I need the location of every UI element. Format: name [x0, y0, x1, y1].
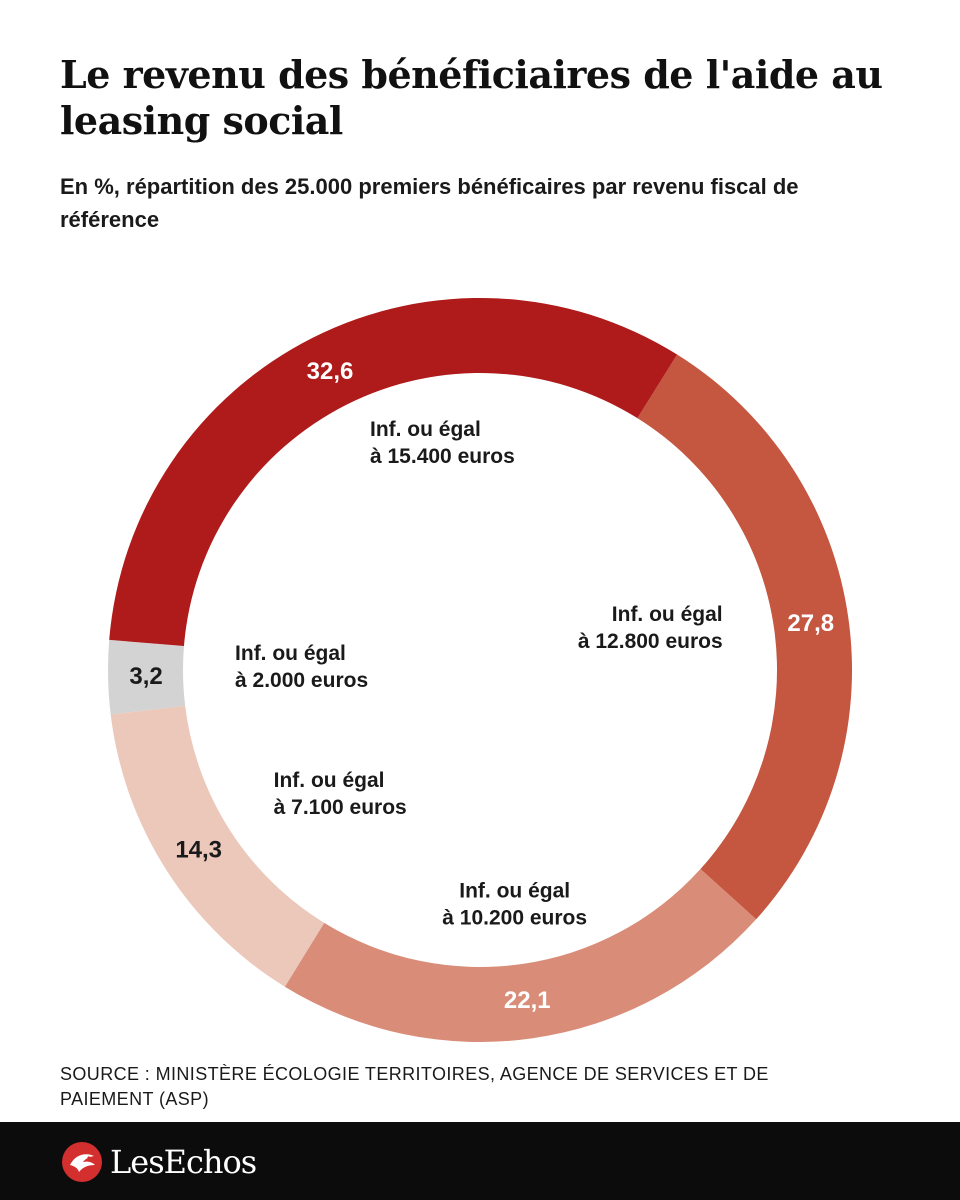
slice-category-label-2: Inf. ou égal à 7.100 euros	[274, 769, 407, 819]
slice-category-label-4: Inf. ou égal à 15.400 euros	[370, 418, 515, 468]
slice-value-label-2: 14,3	[175, 837, 222, 864]
donut-slice-0	[637, 354, 852, 920]
chart-subtitle: En %, répartition des 25.000 premiers bé…	[60, 174, 799, 232]
source-note: SOURCE : MINISTÈRE ÉCOLOGIE TERRITOIRES,…	[60, 1064, 769, 1109]
donut-slice-1	[284, 869, 757, 1042]
slice-value-label-3: 3,2	[129, 663, 162, 690]
donut-slice-2	[110, 705, 325, 987]
slice-value-label-1: 22,1	[504, 987, 551, 1014]
brand-name: LesEchos	[110, 1143, 257, 1181]
donut-slice-3	[107, 639, 186, 715]
donut-slice-4	[109, 298, 678, 646]
les-echos-logo-icon	[62, 1142, 102, 1182]
slice-value-label-0: 27,8	[787, 610, 834, 637]
slice-category-label-3: Inf. ou égal à 2.000 euros	[235, 642, 368, 692]
slice-category-label-1: Inf. ou égal à 10.200 euros	[442, 880, 587, 930]
slice-category-label-0: Inf. ou égal à 12.800 euros	[578, 603, 723, 653]
donut-chart: 27,8 Inf. ou égal à 12.800 euros 22,1 Inf. o…	[107, 298, 852, 1042]
footer-bar: LesEchos	[0, 1122, 960, 1200]
slice-value-label-4: 32,6	[307, 358, 354, 385]
chart-title: Le revenu des bénéficiaires de l'aide au…	[60, 52, 883, 143]
